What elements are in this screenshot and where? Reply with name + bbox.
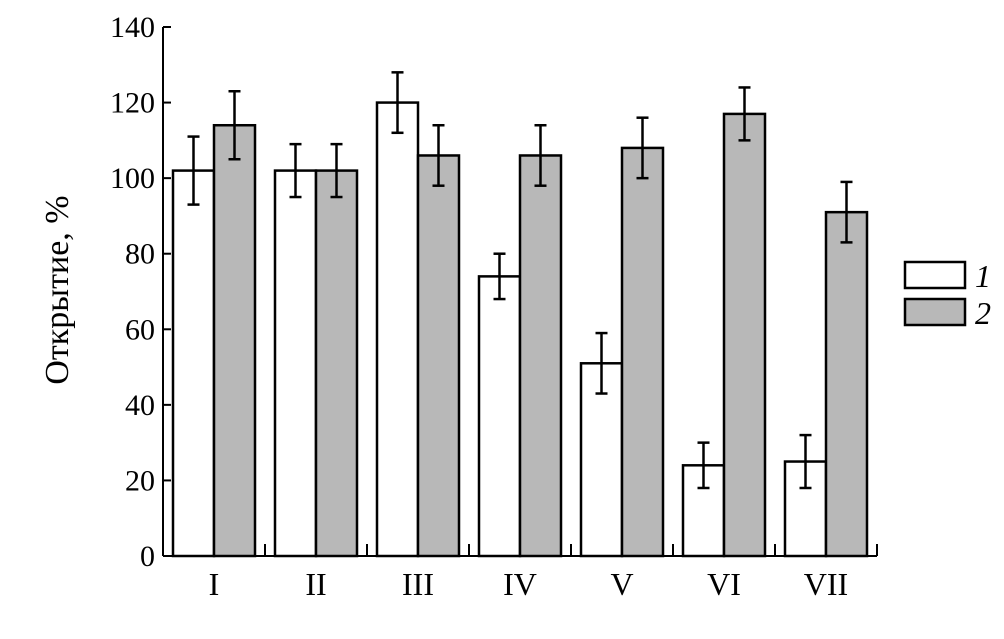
bar-series-1-V [579,362,624,558]
x-tick-label: I [209,566,220,602]
bar-series-2-III [416,154,461,558]
bar-series-2-VI [722,112,767,558]
bar-series-1-I [171,169,216,558]
bar-series-2-I [212,123,257,558]
legend-swatch-1 [903,260,967,290]
legend-label-1: 1 [975,258,991,294]
y-tick-label: 120 [110,87,155,120]
bar-series-2-V [620,146,665,558]
x-tick-label: IV [503,566,537,602]
legend-label-2: 2 [975,295,991,331]
bar-series-1-IV [477,275,522,558]
x-tick-label: II [305,566,326,602]
x-tick-label: VII [804,566,848,602]
bar-series-2-II [314,169,359,558]
bar-series-2-IV [518,154,563,558]
y-tick-label: 20 [125,464,155,497]
legend-swatch-2 [903,297,967,327]
y-axis-label: Открытие, % [39,195,76,384]
y-tick-label: 40 [125,389,155,422]
bar-series-1-III [375,101,420,558]
bar-series-1-II [273,169,318,558]
y-tick-label: 60 [125,313,155,346]
y-tick-label: 0 [140,540,155,573]
x-tick-label: III [402,566,434,602]
x-tick-label: V [610,566,633,602]
legend: 1 2 [903,258,991,331]
y-tick-label: 80 [125,238,155,271]
y-tick-label: 100 [110,162,155,195]
bar-series-2-VII [824,210,869,558]
x-tick-label: VI [707,566,741,602]
y-tick-label: 140 [110,11,155,44]
